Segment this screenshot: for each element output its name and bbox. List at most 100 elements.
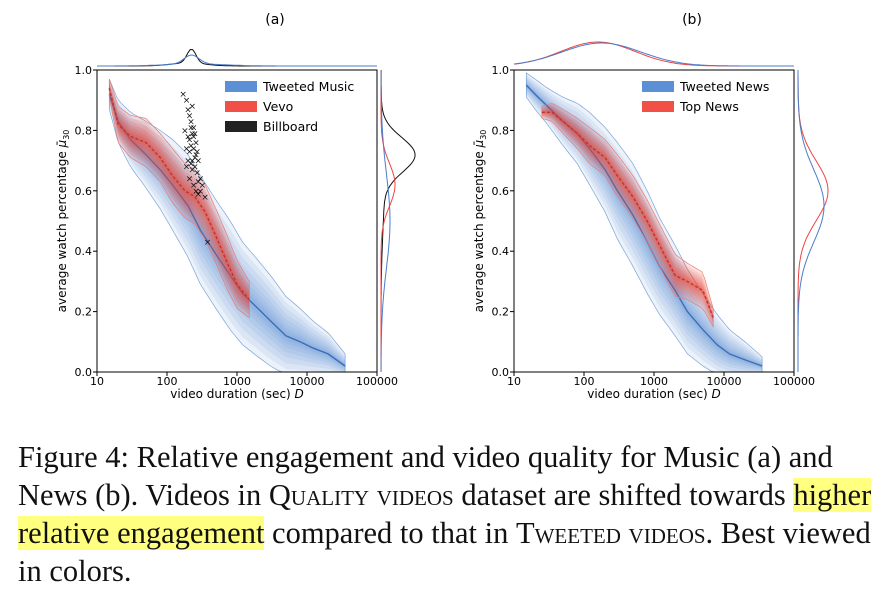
y-axis-label-symbol: μ̄ bbox=[472, 139, 486, 148]
band-blue-6 bbox=[526, 82, 763, 368]
x-tick-label: 100000 bbox=[356, 375, 398, 388]
legend-swatch bbox=[225, 81, 257, 92]
billboard-point: × bbox=[189, 129, 197, 139]
y-axis-label: average watch percentage μ̄30 bbox=[55, 130, 71, 313]
marginal-x-curve-blue bbox=[97, 54, 377, 67]
billboard-point: × bbox=[184, 105, 192, 115]
legend-swatch bbox=[225, 121, 257, 132]
y-tick-label: 0.8 bbox=[492, 124, 510, 137]
y-axis-label-subscript: 30 bbox=[62, 130, 71, 140]
billboard-point: × bbox=[187, 160, 195, 170]
billboard-point: × bbox=[189, 102, 197, 112]
legend-label: Vevo bbox=[263, 99, 293, 114]
band-blue-1 bbox=[526, 74, 763, 373]
billboard-point: × bbox=[179, 90, 187, 100]
band-red-2 bbox=[541, 106, 714, 324]
billboard-point: × bbox=[195, 157, 203, 167]
billboard-point: × bbox=[189, 157, 197, 167]
billboard-point: × bbox=[184, 157, 192, 167]
y-tick-label: 0.4 bbox=[75, 245, 93, 258]
legend: Tweeted Music Vevo Billboard bbox=[225, 79, 354, 134]
billboard-point: × bbox=[186, 148, 194, 158]
billboard-point: × bbox=[187, 117, 195, 127]
marginal-y-curve bbox=[380, 70, 391, 372]
median-line-blue bbox=[108, 93, 346, 367]
x-axis-label: video duration (sec) D bbox=[587, 387, 721, 401]
billboard-point: × bbox=[192, 138, 200, 148]
figure: ××××××××××××××××××××××××××××××××××××××××… bbox=[55, 12, 829, 401]
band-red-0 bbox=[541, 103, 714, 329]
billboard-point: × bbox=[190, 132, 198, 142]
billboard-point: × bbox=[186, 175, 194, 185]
billboard-point: × bbox=[187, 123, 195, 133]
y-tick-label: 0.2 bbox=[492, 306, 510, 319]
y-tick-label: 1.0 bbox=[492, 64, 510, 77]
band-blue-4 bbox=[526, 80, 763, 370]
band-red-5 bbox=[109, 85, 250, 306]
figure-caption: Figure 4: Relative engagement and video … bbox=[18, 438, 878, 590]
y-tick-label: 0.6 bbox=[492, 185, 510, 198]
billboard-point: × bbox=[186, 111, 194, 121]
billboard-point: × bbox=[193, 169, 201, 179]
caption-quality-videos: Quality videos bbox=[268, 478, 454, 512]
x-axis-label-var: D bbox=[295, 387, 304, 401]
y-tick-label: 0.8 bbox=[75, 124, 93, 137]
y-tick-label: 0.4 bbox=[492, 245, 510, 258]
band-red-6 bbox=[109, 86, 250, 304]
billboard-point: × bbox=[195, 190, 203, 200]
billboard-point: × bbox=[192, 151, 200, 161]
legend-label: Top News bbox=[679, 99, 739, 114]
band-red-5 bbox=[541, 109, 714, 321]
caption-text-2: dataset are shifted towards bbox=[453, 478, 794, 512]
band-red-7 bbox=[109, 87, 250, 302]
marginal-y-curve bbox=[797, 70, 825, 372]
billboard-point: × bbox=[191, 163, 199, 173]
billboard-point: × bbox=[183, 96, 191, 106]
band-red-3 bbox=[109, 83, 250, 310]
billboard-point: × bbox=[190, 145, 198, 155]
billboard-point: × bbox=[186, 135, 194, 145]
band-red-1 bbox=[541, 105, 714, 326]
caption-text-4: . Best viewed in colors. bbox=[18, 516, 871, 588]
median-line-red bbox=[541, 111, 714, 318]
band-red-3 bbox=[541, 107, 714, 323]
x-axis-label: video duration (sec) D bbox=[170, 387, 304, 401]
marginal-x-curve bbox=[97, 48, 377, 67]
x-tick-label: 100 bbox=[574, 375, 595, 388]
billboard-point: × bbox=[197, 175, 205, 185]
band-red-2 bbox=[109, 81, 250, 313]
y-tick-label: 0.0 bbox=[492, 366, 510, 379]
x-tick-label: 100000 bbox=[773, 375, 815, 388]
y-axis-label: average watch percentage μ̄30 bbox=[472, 130, 488, 313]
band-blue-3 bbox=[526, 78, 763, 371]
billboard-point: × bbox=[191, 129, 199, 139]
legend-label: Tweeted News bbox=[679, 79, 769, 94]
x-tick-label: 1000 bbox=[223, 375, 251, 388]
legend-label: Billboard bbox=[263, 119, 318, 134]
x-axis-label-var: D bbox=[712, 387, 721, 401]
billboard-point: × bbox=[195, 178, 203, 188]
caption-text-3: compared to that in bbox=[264, 516, 516, 550]
band-red-4 bbox=[541, 108, 714, 322]
band-blue-2 bbox=[109, 83, 346, 372]
y-tick-label: 0.2 bbox=[75, 306, 93, 319]
billboard-point: × bbox=[193, 148, 201, 158]
band-blue-4 bbox=[109, 87, 346, 372]
legend-label: Tweeted Music bbox=[262, 79, 354, 94]
billboard-point: × bbox=[181, 126, 189, 136]
billboard-point: × bbox=[183, 163, 191, 173]
legend: Tweeted News Top News bbox=[642, 79, 769, 114]
marginal-y-curve bbox=[797, 70, 829, 372]
x-tick-label: 10000 bbox=[707, 375, 742, 388]
billboard-point: × bbox=[190, 181, 198, 191]
x-tick-label: 10 bbox=[507, 375, 521, 388]
billboard-point: × bbox=[184, 132, 192, 142]
median-line-red bbox=[108, 87, 250, 300]
x-tick-label: 1000 bbox=[640, 375, 668, 388]
panel-b: 10 100 1000 10000 100000 0.0 0.2 0.4 0.6 0.8 1.0 vi… bbox=[472, 12, 829, 401]
billboard-point: × bbox=[192, 187, 200, 197]
band-blue-2 bbox=[526, 76, 763, 372]
y-tick-label: 1.0 bbox=[75, 64, 93, 77]
billboard-point: × bbox=[187, 142, 195, 152]
billboard-point: × bbox=[183, 145, 191, 155]
